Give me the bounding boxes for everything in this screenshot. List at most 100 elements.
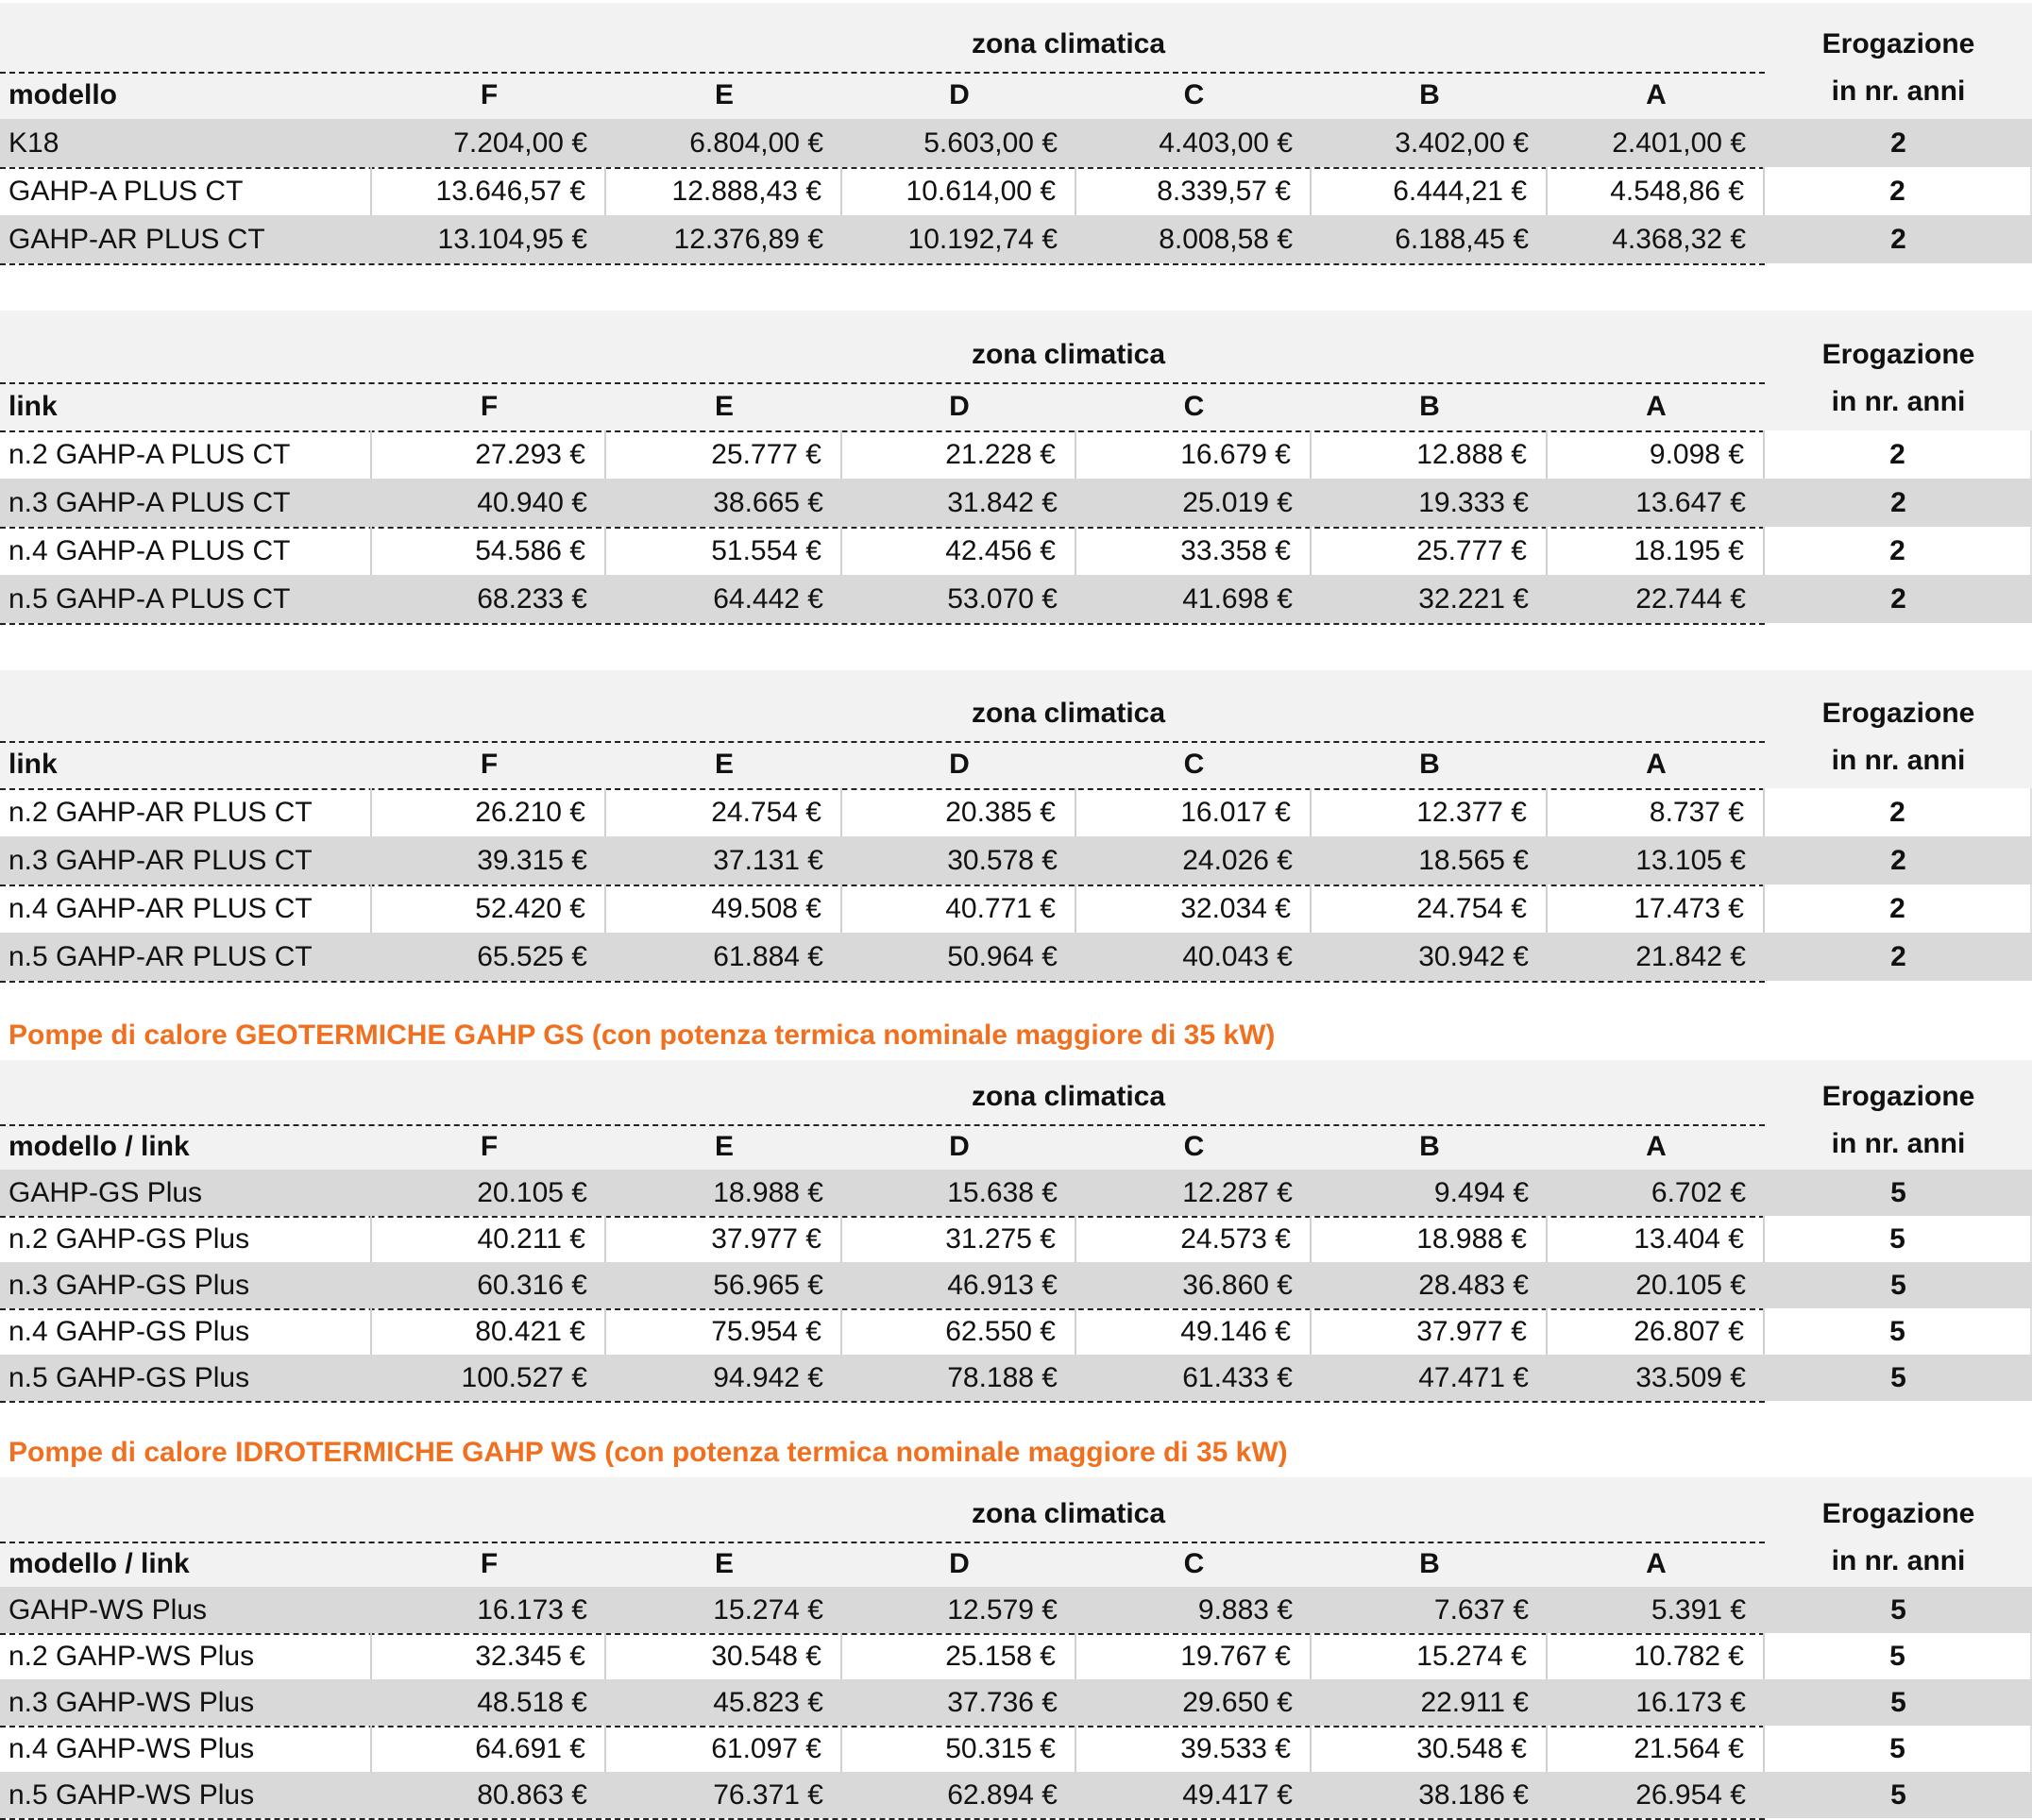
price-zone-D: 62.894 € [947, 1778, 1058, 1811]
column-header-zone-F: F [480, 1548, 499, 1579]
price-zone-E: 37.977 € [606, 1216, 842, 1262]
model-name: n.4 GAHP-WS Plus [0, 1726, 372, 1772]
erogazione-years: 2 [1765, 788, 2032, 836]
erogazione-header: Erogazione in nr. anni [1765, 690, 2032, 784]
price-zone-D: 50.964 € [947, 940, 1058, 972]
price-zone-B: 38.186 € [1418, 1778, 1529, 1811]
erogazione-years: 2 [1890, 223, 1906, 255]
price-zone-C: 8.008,58 € [1159, 223, 1293, 255]
erogazione-years: 5 [1765, 1633, 2032, 1679]
erogazione-years: 2 [1765, 527, 2032, 575]
erogazione-line2: in nr. anni [1831, 386, 1966, 417]
price-zone-B: 6.444,21 € [1312, 167, 1548, 215]
table-row: n.5 GAHP-A PLUS CT 68.233 € 64.442 € 53.070… [0, 575, 2032, 623]
erogazione-years: 2 [1890, 126, 1906, 159]
price-zone-A: 16.173 € [1635, 1686, 1746, 1718]
price-zone-B: 18.565 € [1418, 844, 1529, 876]
erogazione-years: 2 [1765, 885, 2032, 933]
erogazione-line1: Erogazione [1821, 28, 1975, 59]
column-header-row: modello / link F E D C B A [0, 1542, 2032, 1587]
price-zone-D: 12.579 € [947, 1593, 1058, 1626]
column-header-model: link [8, 749, 58, 780]
price-zone-F: 13.104,95 € [437, 223, 587, 255]
price-zone-C: 4.403,00 € [1159, 126, 1293, 159]
price-zone-D: 53.070 € [947, 582, 1058, 615]
price-zone-E: 15.274 € [713, 1593, 823, 1626]
divider [0, 1401, 1765, 1403]
price-zone-F: 100.527 € [461, 1361, 587, 1393]
model-name: GAHP-GS Plus [8, 1176, 203, 1208]
table-row: n.3 GAHP-AR PLUS CT 39.315 € 37.131 € 30.57… [0, 836, 2032, 885]
price-zone-C: 33.358 € [1076, 527, 1312, 575]
column-header-model: link [8, 390, 58, 422]
erogazione-line1: Erogazione [1821, 698, 1975, 729]
price-zone-D: 40.771 € [842, 885, 1076, 933]
price-zone-A: 17.473 € [1548, 885, 1765, 933]
price-zone-E: 64.442 € [713, 582, 823, 615]
price-zone-A: 6.702 € [1651, 1176, 1746, 1208]
price-zone-C: 41.698 € [1182, 582, 1293, 615]
price-zone-C: 24.026 € [1182, 844, 1293, 876]
price-zone-C: 8.339,57 € [1076, 167, 1312, 215]
column-header-zone-B: B [1419, 79, 1440, 110]
price-zone-D: 25.158 € [842, 1633, 1076, 1679]
price-zone-E: 24.754 € [606, 788, 842, 836]
zona-climatica-label: zona climatica [971, 339, 1166, 370]
table-row: n.2 GAHP-A PLUS CT 27.293 €25.777 €21.228… [0, 430, 2032, 479]
divider [0, 1308, 1765, 1310]
price-zone-E: 18.988 € [713, 1176, 823, 1208]
divider [0, 1726, 1765, 1727]
price-zone-B: 6.188,45 € [1395, 223, 1529, 255]
price-zone-E: 56.965 € [713, 1269, 823, 1301]
price-zone-A: 26.954 € [1635, 1778, 1746, 1811]
price-zone-A: 10.782 € [1548, 1633, 1765, 1679]
column-header-zone-D: D [949, 79, 970, 110]
price-zone-C: 61.433 € [1182, 1361, 1293, 1393]
price-zone-B: 12.888 € [1312, 430, 1548, 479]
column-header-model: modello / link [8, 1131, 190, 1162]
model-name: n.4 GAHP-AR PLUS CT [0, 885, 372, 933]
price-zone-F: 27.293 € [372, 430, 606, 479]
price-zone-A: 13.647 € [1635, 486, 1746, 518]
price-zone-B: 28.483 € [1418, 1269, 1529, 1301]
table-row: n.4 GAHP-AR PLUS CT 52.420 €49.508 €40.77… [0, 885, 2032, 933]
table-row: n.5 GAHP-GS Plus 100.527 € 94.942 € 78.188 … [0, 1355, 2032, 1401]
price-zone-F: 54.586 € [372, 527, 606, 575]
divider [0, 1124, 1765, 1126]
price-zone-D: 62.550 € [842, 1308, 1076, 1355]
table-row: n.3 GAHP-WS Plus 48.518 € 45.823 € 37.736 €… [0, 1679, 2032, 1726]
price-zone-A: 9.098 € [1548, 430, 1765, 479]
price-zone-D: 15.638 € [947, 1176, 1058, 1208]
model-name: n.3 GAHP-GS Plus [8, 1269, 250, 1301]
price-zone-E: 37.131 € [713, 844, 823, 876]
price-zone-E: 49.508 € [606, 885, 842, 933]
erogazione-years: 2 [1890, 582, 1906, 615]
divider [0, 263, 1765, 265]
erogazione-header: Erogazione in nr. anni [1765, 1491, 2032, 1585]
model-name: n.5 GAHP-A PLUS CT [8, 582, 291, 615]
column-header-zone-E: E [714, 390, 734, 422]
price-zone-F: 68.233 € [477, 582, 587, 615]
divider [0, 382, 1765, 384]
table-row: n.2 GAHP-GS Plus 40.211 €37.977 €31.275 €… [0, 1216, 2032, 1262]
divider [0, 430, 1765, 432]
price-zone-E: 25.777 € [606, 430, 842, 479]
erogazione-years: 5 [1890, 1686, 1906, 1718]
erogazione-header: Erogazione in nr. anni [1765, 21, 2032, 115]
erogazione-years: 5 [1765, 1726, 2032, 1772]
table-row: n.2 GAHP-WS Plus 32.345 €30.548 €25.158 €… [0, 1633, 2032, 1679]
price-zone-E: 61.097 € [606, 1726, 842, 1772]
price-zone-C: 39.533 € [1076, 1726, 1312, 1772]
column-header-zone-C: C [1183, 390, 1205, 422]
price-zone-D: 31.842 € [947, 486, 1058, 518]
price-zone-E: 12.888,43 € [606, 167, 842, 215]
price-zone-A: 18.195 € [1548, 527, 1765, 575]
price-zone-B: 47.471 € [1418, 1361, 1529, 1393]
table-row: GAHP-GS Plus 20.105 € 18.988 € 15.638 € 12.2… [0, 1170, 2032, 1216]
column-header-zone-C: C [1183, 1548, 1205, 1579]
price-zone-E: 38.665 € [713, 486, 823, 518]
table-header: zona climatica Erogazione in nr. anni [0, 670, 2032, 788]
column-header-zone-A: A [1646, 1548, 1667, 1579]
table-row: n.5 GAHP-AR PLUS CT 65.525 € 61.884 € 50.96… [0, 933, 2032, 981]
price-zone-C: 32.034 € [1076, 885, 1312, 933]
